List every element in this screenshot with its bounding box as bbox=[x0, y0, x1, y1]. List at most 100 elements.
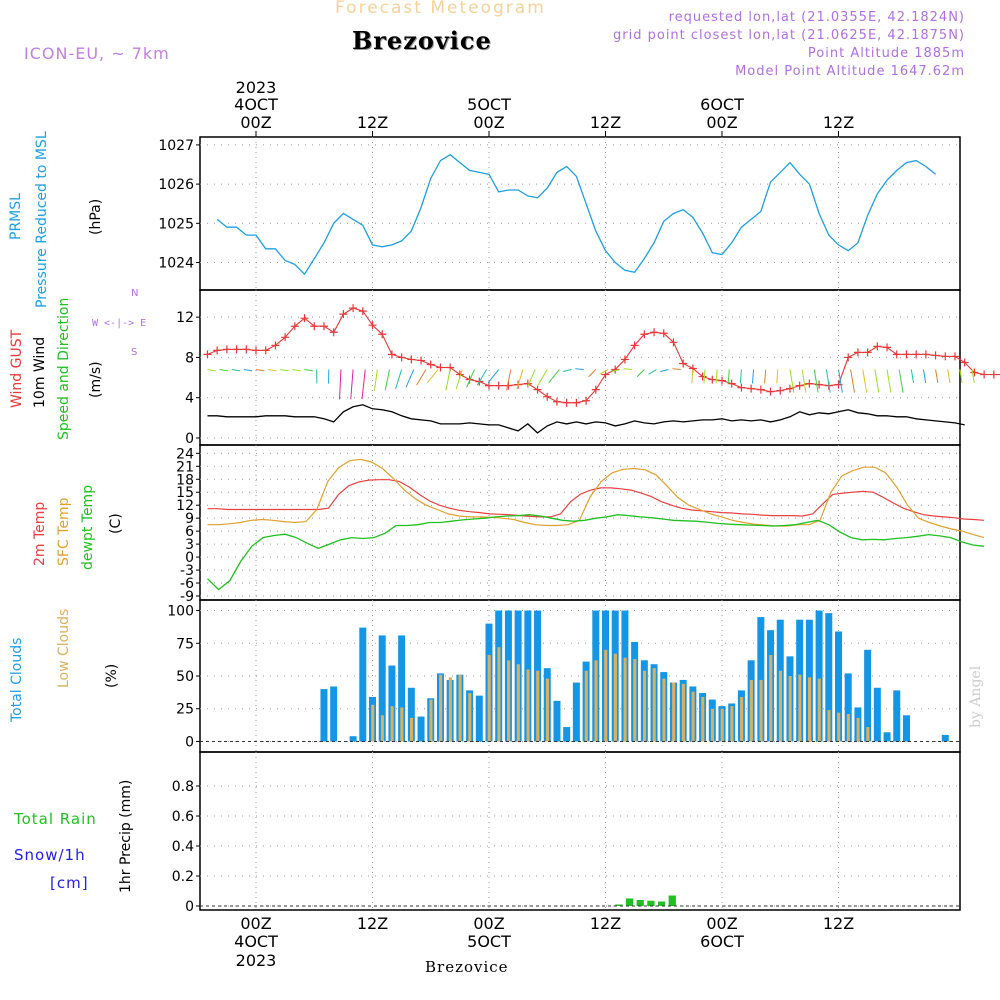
low-cloud-bar bbox=[497, 647, 501, 742]
wind-arrow bbox=[789, 369, 795, 393]
bottom-axis-date: 4OCT bbox=[234, 932, 278, 951]
total-cloud-bar bbox=[330, 686, 338, 742]
total-cloud-bar bbox=[902, 715, 910, 742]
gust-marker bbox=[795, 381, 804, 390]
low-cloud-bar bbox=[429, 699, 433, 742]
wind-arrow bbox=[268, 369, 277, 372]
gust-marker bbox=[407, 355, 416, 364]
bottom-axis-hour: 12Z bbox=[590, 914, 621, 933]
low-cloud-bar bbox=[808, 677, 812, 742]
pressure-line bbox=[216, 153, 937, 276]
wind-arrow bbox=[455, 369, 463, 390]
wind-arrow bbox=[487, 369, 500, 383]
low-cloud-bar bbox=[652, 668, 656, 742]
gust-marker bbox=[582, 396, 591, 405]
top-axis-date: 5OCT bbox=[467, 95, 511, 114]
gust-marker bbox=[203, 350, 212, 359]
wind-line bbox=[207, 404, 965, 434]
gust-marker bbox=[873, 342, 882, 351]
top-axis-date: 4OCT bbox=[234, 95, 278, 114]
top-axis-date: 6OCT bbox=[700, 95, 744, 114]
panel-frame bbox=[199, 289, 961, 446]
gust-marker bbox=[591, 385, 600, 394]
gust-marker bbox=[902, 350, 911, 359]
gust-marker bbox=[931, 351, 940, 360]
total-cloud-bar bbox=[825, 613, 833, 742]
gust-marker bbox=[417, 356, 426, 365]
wind-arrow bbox=[727, 369, 730, 384]
top-axis-hour: 00Z bbox=[240, 113, 271, 132]
low-cloud-bar bbox=[681, 683, 685, 742]
bottom-axis-hour: 00Z bbox=[473, 914, 504, 933]
y-tick-label: 25 bbox=[176, 702, 194, 718]
wind-arrow bbox=[910, 369, 915, 384]
gust-marker bbox=[271, 341, 280, 350]
total-cloud-bar bbox=[873, 687, 881, 742]
low-cloud-bar bbox=[468, 693, 472, 742]
wind-arrow bbox=[751, 369, 755, 384]
total-cloud-bar bbox=[407, 687, 415, 742]
wind-arrow bbox=[548, 369, 560, 383]
bottom-axis-hour: 00Z bbox=[240, 914, 271, 933]
wind-arrow bbox=[280, 369, 289, 372]
wind-arrow bbox=[506, 369, 512, 391]
y-tick-label: 15 bbox=[176, 485, 194, 501]
gust-marker bbox=[941, 352, 950, 361]
total-cloud-bar bbox=[835, 631, 842, 742]
y-tick-label: 8 bbox=[185, 350, 194, 366]
total-cloud-bar bbox=[893, 690, 901, 742]
y-tick-label: 18 bbox=[176, 472, 194, 488]
y-tick-label: 1024 bbox=[158, 255, 194, 271]
gust-marker bbox=[572, 398, 581, 407]
low-cloud-bar bbox=[633, 658, 637, 742]
low-cloud-bar bbox=[439, 674, 443, 742]
wind-arrow bbox=[563, 369, 572, 372]
low-cloud-bar bbox=[448, 677, 452, 742]
gust-marker bbox=[329, 328, 338, 337]
gust-marker bbox=[630, 341, 639, 350]
wind-arrow bbox=[739, 369, 742, 384]
low-cloud-bar bbox=[691, 691, 695, 742]
gust-marker bbox=[339, 310, 348, 319]
gust-marker bbox=[620, 355, 629, 364]
wind-arrow bbox=[384, 369, 390, 391]
low-cloud-bar bbox=[817, 678, 821, 742]
total-cloud-bar bbox=[844, 673, 852, 742]
gust-marker bbox=[242, 345, 251, 354]
gust-marker bbox=[951, 352, 959, 361]
sfc-temp-line bbox=[207, 458, 985, 539]
total-cloud-bar bbox=[320, 689, 328, 742]
low-cloud-bar bbox=[778, 670, 782, 742]
rain-bar bbox=[636, 900, 644, 906]
top-axis-hour: 12Z bbox=[823, 113, 854, 132]
low-cloud-bar bbox=[798, 674, 802, 742]
low-cloud-bar bbox=[507, 660, 511, 742]
y-tick-label: 0 bbox=[185, 899, 194, 915]
gust-marker bbox=[319, 322, 328, 331]
low-cloud-bar bbox=[730, 706, 734, 742]
wind-arrow bbox=[599, 369, 609, 375]
y-tick-label: 4 bbox=[185, 391, 194, 407]
y-tick-label: 75 bbox=[176, 636, 194, 652]
gust-marker bbox=[494, 381, 503, 390]
low-cloud-bar bbox=[400, 707, 404, 742]
gust-marker bbox=[310, 322, 319, 331]
y-tick-label: 100 bbox=[167, 604, 194, 620]
gust-marker bbox=[281, 333, 290, 342]
top-axis-hour: 00Z bbox=[473, 113, 504, 132]
gust-marker bbox=[863, 348, 872, 357]
wind-arrow bbox=[623, 368, 633, 371]
wind-arrow bbox=[373, 369, 378, 392]
low-cloud-bar bbox=[720, 708, 724, 742]
y-tick-label: -6 bbox=[180, 576, 194, 592]
y-tick-label: 9 bbox=[185, 511, 194, 527]
wind-arrow bbox=[813, 369, 819, 393]
low-cloud-bar bbox=[856, 717, 860, 742]
wind-arrow bbox=[825, 369, 831, 393]
gust-marker bbox=[552, 397, 561, 406]
low-cloud-bar bbox=[536, 670, 540, 742]
gust-marker bbox=[213, 346, 222, 355]
gust-marker bbox=[960, 358, 969, 367]
wind-arrow bbox=[611, 369, 621, 372]
low-cloud-bar bbox=[846, 713, 850, 742]
